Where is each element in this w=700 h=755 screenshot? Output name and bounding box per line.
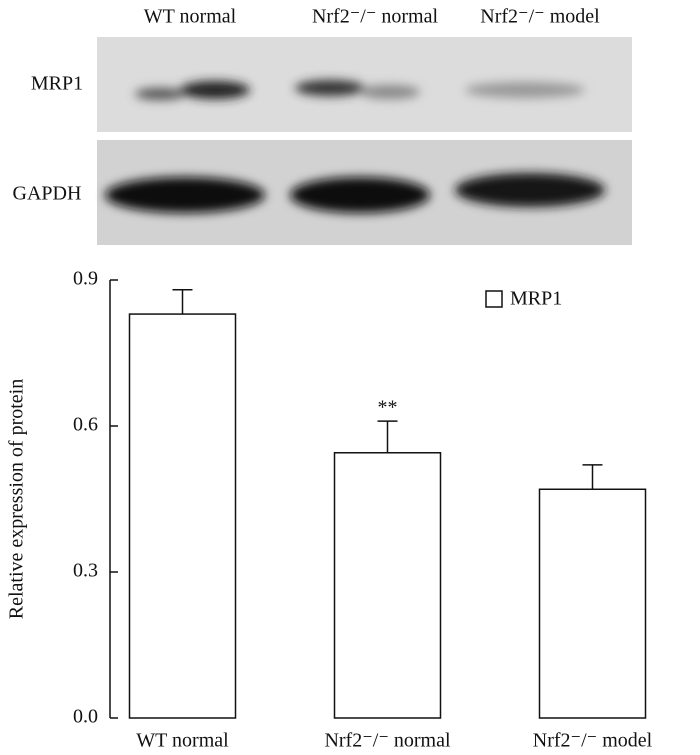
x-tick-label: WT normal (136, 730, 229, 752)
blot-band (290, 177, 430, 213)
blot-column-label: WT normal (144, 6, 237, 28)
y-tick-label: 0.9 (73, 268, 98, 290)
y-tick-label: 0.6 (73, 414, 98, 436)
blot-band (295, 80, 365, 96)
x-tick-label: Nrf2⁻/⁻ model (533, 730, 653, 752)
bar (538, 488, 647, 719)
blot-row-label: GAPDH (13, 183, 82, 205)
legend-label: MRP1 (510, 288, 562, 310)
bar (128, 313, 237, 719)
bar (333, 452, 442, 719)
blot-column-label: Nrf2⁻/⁻ model (480, 6, 600, 28)
blot-row-label: MRP1 (31, 73, 83, 95)
blot-band (180, 81, 250, 99)
y-axis-label: Relative expression of protein (6, 379, 28, 620)
blot-band (465, 82, 585, 98)
blot-column-label: Nrf2⁻/⁻ normal (312, 6, 439, 28)
blot-band (455, 173, 605, 207)
legend-swatch (485, 290, 503, 308)
blot (97, 37, 632, 245)
blot-band (105, 177, 265, 213)
y-tick-label: 0.3 (73, 560, 98, 582)
annotation: ** (378, 397, 398, 419)
error-bar (377, 420, 398, 453)
blot-band (135, 88, 185, 100)
error-bar (172, 288, 193, 315)
x-tick-label: Nrf2⁻/⁻ normal (324, 730, 451, 752)
y-tick-label: 0.0 (73, 706, 98, 728)
error-bar (582, 464, 603, 490)
blot-band (360, 85, 420, 99)
